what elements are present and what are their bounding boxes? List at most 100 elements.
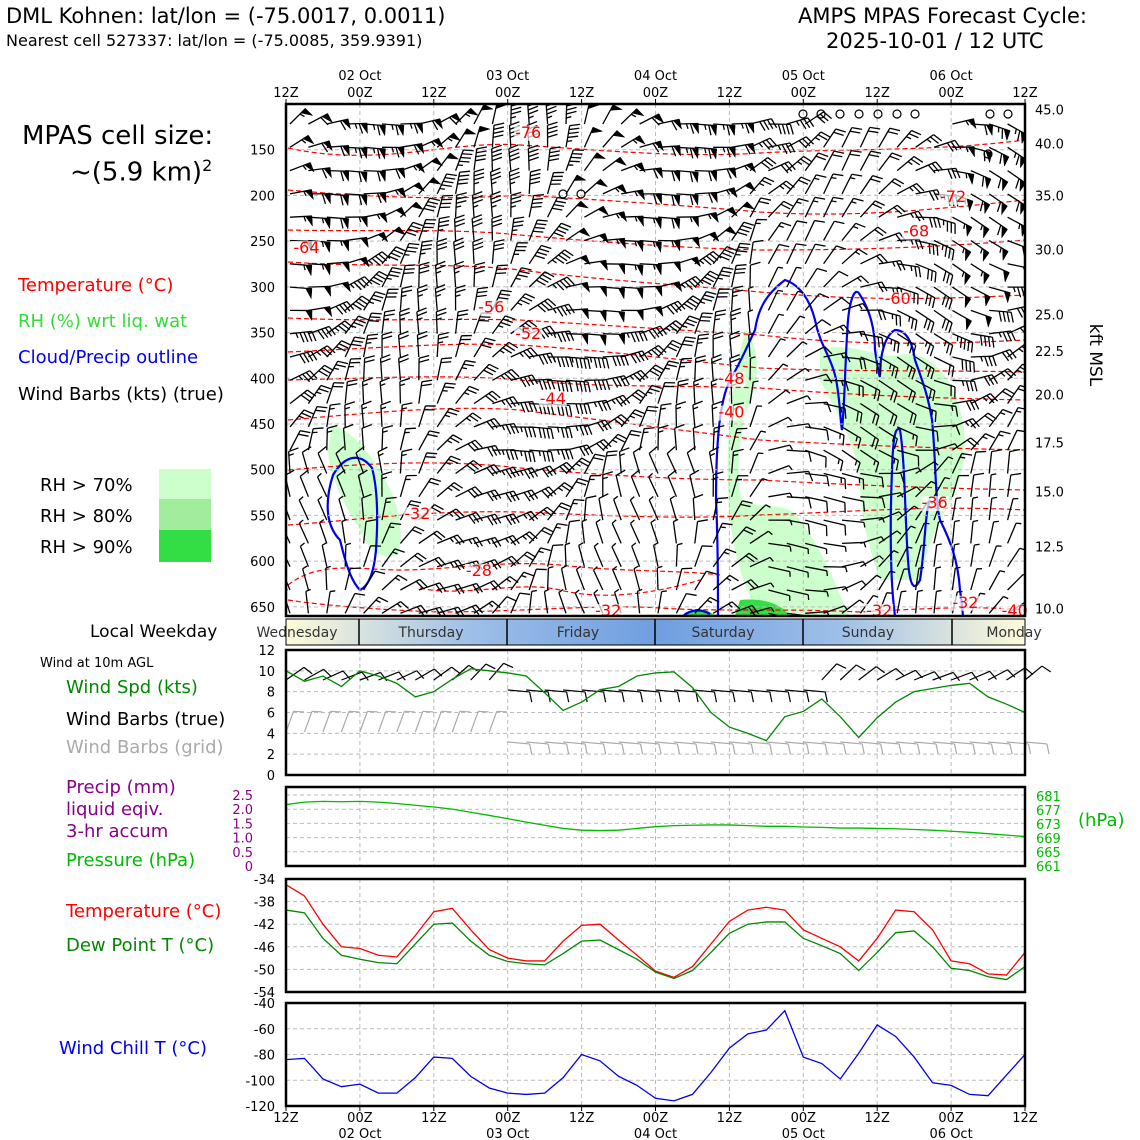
wind-barb-feather — [616, 355, 622, 367]
wind-barb-flag — [1001, 202, 1008, 216]
isotherm-label: -36 — [922, 493, 948, 512]
wind-barb-feather — [892, 415, 898, 427]
wind-barb-feather — [767, 157, 777, 165]
wind-barb-half-feather — [660, 407, 666, 410]
wind-barb — [786, 176, 802, 195]
wind-barb-feather — [420, 604, 428, 614]
wind-barb — [749, 405, 758, 428]
wind-barb-feather — [453, 536, 461, 546]
wind-barb-feather — [872, 203, 883, 209]
wind-barb — [528, 245, 542, 265]
wind-barb-feather — [556, 228, 567, 234]
wind-barb-half-feather — [726, 577, 732, 582]
grid-wind-barb-feather — [787, 743, 791, 755]
wind-barb-feather — [881, 281, 888, 292]
isotherm-label: -72 — [940, 187, 966, 206]
wind-barb — [381, 267, 393, 288]
pressure-unit-label: (hPa) — [1078, 810, 1125, 831]
wind-barb-feather — [582, 445, 590, 456]
wind-barb-half-feather — [924, 522, 930, 525]
wind-barb-flag — [341, 240, 350, 252]
wind-barb-feather — [549, 150, 560, 154]
wind-barb-feather — [918, 266, 922, 278]
wind-barb-feather — [833, 131, 844, 136]
wind-barb — [712, 428, 715, 451]
wind-barb-feather — [991, 449, 1003, 453]
wind-barb-feather — [506, 596, 517, 602]
surface-wind-barb-feather — [584, 691, 588, 703]
wind-barb-feather — [630, 332, 636, 343]
legend-wind: Wind Barbs (kts) (true) — [18, 384, 224, 405]
wind-barb-feather — [371, 257, 381, 266]
wind-barb-feather — [677, 382, 689, 387]
wind-barb-feather — [798, 197, 809, 203]
pressure-tick-label: 200 — [250, 189, 275, 204]
wind-barb — [823, 542, 846, 548]
wind-barb-feather — [949, 275, 954, 286]
wind-barb-feather — [585, 495, 597, 499]
wind-barb-flag — [578, 227, 591, 237]
wind-barb-half-feather — [982, 396, 988, 402]
wind-barb-feather — [889, 390, 895, 401]
wind-barb — [988, 474, 992, 497]
wind-barb-half-feather — [381, 476, 388, 480]
grid-wind-barb — [600, 741, 623, 745]
wind-barb-flag — [378, 192, 387, 204]
wind-barb — [897, 467, 919, 475]
wind-barb-half-feather — [522, 535, 528, 540]
wind-barb — [565, 521, 571, 544]
wind-barb-feather — [955, 168, 961, 179]
wind-barb-feather — [547, 129, 558, 134]
wind-barb-feather — [873, 388, 877, 400]
bottom-date-label: 03 Oct — [486, 1127, 529, 1140]
wind-barb-feather — [726, 124, 731, 136]
wind-barb-half-feather — [831, 176, 837, 180]
wind-barb-feather — [425, 204, 437, 209]
wind-barb-flag — [631, 108, 645, 117]
wind-barb-feather — [446, 411, 458, 416]
wind-barb-feather — [602, 471, 613, 476]
grid-wind-barb-feather — [843, 743, 847, 755]
grid-wind-barb — [285, 711, 295, 733]
wind-barb-feather — [689, 147, 694, 159]
wind-barb — [1026, 171, 1045, 183]
wind-barb-half-feather — [449, 537, 454, 543]
wind-barb — [768, 444, 790, 451]
wind-barb-feather — [300, 430, 311, 434]
pressure-tick-label: 673 — [1036, 818, 1061, 833]
wind-barb-feather — [454, 264, 465, 270]
wind-barb-feather — [770, 118, 778, 129]
wind-barb-feather — [781, 144, 788, 155]
wind-barb — [749, 381, 754, 404]
wind-barb-feather — [541, 244, 552, 250]
wind-barb-feather — [547, 133, 558, 138]
wind-barb — [804, 268, 818, 288]
wind-barb-feather — [981, 176, 985, 187]
wind-barb — [841, 541, 865, 545]
wind-barb-feather — [477, 286, 489, 290]
wind-barb-feather — [984, 356, 989, 367]
wind-barb-feather — [575, 380, 579, 392]
wind-barb-feather — [421, 379, 433, 383]
wind-barb-feather — [969, 380, 974, 392]
panel-y-tick-label: 2 — [267, 748, 275, 763]
wind-barb-half-feather — [954, 543, 960, 546]
wind-barb-feather — [844, 478, 847, 490]
wind-barb-feather — [934, 271, 937, 283]
surface-wind-barb-feather — [787, 691, 791, 703]
wind-barb — [915, 480, 932, 498]
wind-barb-feather — [350, 567, 361, 570]
wind-barb-feather — [318, 370, 328, 377]
wind-barb-feather — [671, 218, 675, 229]
wind-barb-feather — [466, 388, 477, 394]
wind-barb-feather — [909, 343, 914, 354]
wind-barb-half-feather — [321, 217, 325, 224]
wind-barb-feather — [843, 324, 852, 334]
wind-barb — [897, 449, 919, 457]
wind-barb — [546, 148, 551, 171]
wind-barb-half-feather — [383, 318, 390, 321]
wind-barb-feather — [395, 124, 399, 136]
wind-barb — [896, 568, 905, 591]
wind-barb-feather — [499, 293, 511, 296]
wind-barb-feather — [870, 150, 882, 154]
